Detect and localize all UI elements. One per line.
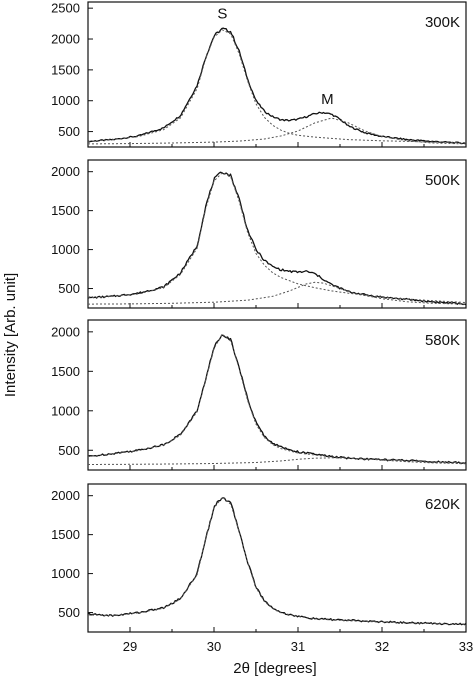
peak-label-m: M (321, 91, 334, 108)
x-tick-label-29: 29 (123, 639, 137, 654)
x-tick-label-31: 31 (291, 639, 305, 654)
fit-curve-500k-2 (87, 281, 467, 305)
y-tick-label-620k-500: 500 (58, 605, 80, 620)
panel-frame-580k (87, 319, 467, 471)
chart-panels: 500 1000 1500 2000 2500 300K S M 500 1000 1500 2000… (51, 1, 473, 654)
y-tick-label-620k-1000: 1000 (51, 566, 80, 581)
y-tick-label-580k-500: 500 (58, 443, 80, 458)
y-axis-title: Intensity [Arb. unit] (2, 273, 19, 397)
temperature-label-300k: 300K (425, 14, 460, 31)
measured-curve-300k (87, 27, 467, 145)
temperature-label-620k: 620K (425, 496, 460, 513)
temperature-label-580k: 580K (425, 332, 460, 349)
y-tick-label-300k-500: 500 (58, 124, 80, 139)
y-tick-label-500k-1500: 1500 (51, 203, 80, 218)
measured-curve-580k (87, 334, 467, 465)
y-tick-label-300k-1000: 1000 (51, 93, 80, 108)
x-tick-label-33: 33 (459, 639, 473, 654)
y-tick-label-500k-500: 500 (58, 281, 80, 296)
y-tick-label-500k-1000: 1000 (51, 242, 80, 257)
x-tick-label-30: 30 (207, 639, 221, 654)
x-axis-title: 2θ [degrees] (233, 660, 316, 677)
y-tick-label-300k-2500: 2500 (51, 1, 80, 16)
panel-500k: 500 1000 1500 2000 500K (51, 159, 467, 309)
fit-curve-620k-1 (87, 496, 467, 625)
fit-curve-500k-1 (87, 171, 467, 303)
fit-curve-300k-2 (87, 117, 467, 145)
temperature-label-500k: 500K (425, 172, 460, 189)
y-tick-label-580k-2000: 2000 (51, 324, 80, 339)
y-tick-label-300k-1500: 1500 (51, 62, 80, 77)
y-tick-label-300k-2000: 2000 (51, 32, 80, 47)
y-tick-label-620k-2000: 2000 (51, 488, 80, 503)
panel-frame-300k (87, 1, 467, 148)
fit-curve-300k-1 (87, 29, 467, 144)
y-tick-label-580k-1500: 1500 (51, 364, 80, 379)
fit-curve-580k-1 (87, 333, 467, 464)
panel-frame-500k (87, 159, 467, 309)
y-tick-label-500k-2000: 2000 (51, 164, 80, 179)
measured-curve-500k (87, 171, 467, 306)
measured-curve-620k (87, 497, 467, 626)
panel-620k: 500 1000 1500 2000 29 30 31 32 33 620K (51, 483, 473, 654)
panel-300k: 500 1000 1500 2000 2500 300K S M (51, 1, 467, 148)
panel-frame-620k (87, 483, 467, 633)
y-tick-label-620k-1500: 1500 (51, 527, 80, 542)
peak-label-s: S (217, 6, 227, 23)
y-tick-label-580k-1000: 1000 (51, 403, 80, 418)
panel-580k: 500 1000 1500 2000 580K (51, 319, 467, 471)
x-tick-label-32: 32 (375, 639, 389, 654)
